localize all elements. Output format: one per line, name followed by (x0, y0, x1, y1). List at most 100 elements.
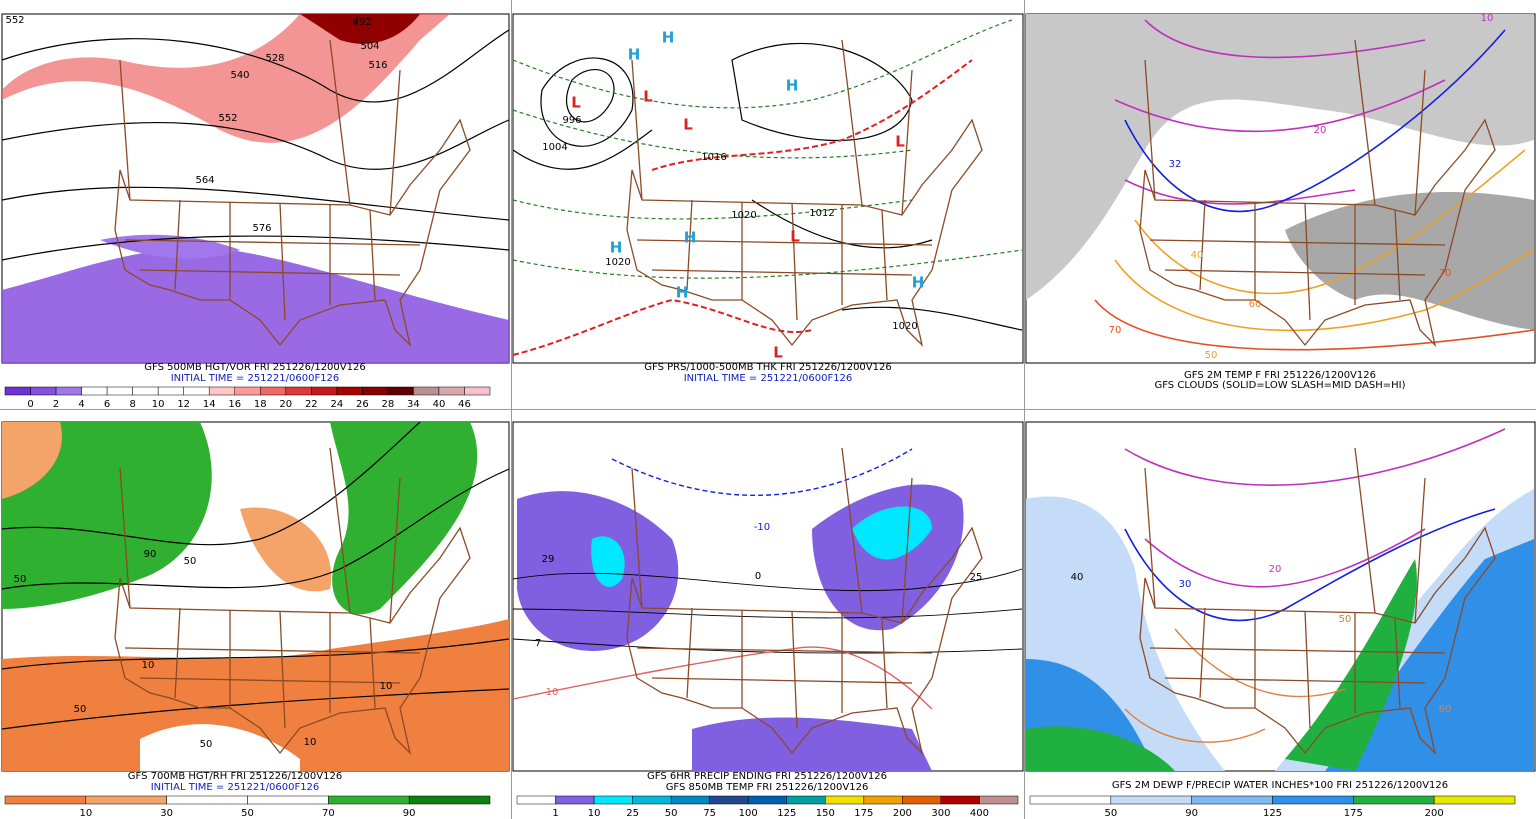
colorbar-label: 175 (1344, 808, 1363, 819)
colorbar-swatch (4, 386, 31, 396)
colorbar-label: 40 (433, 399, 446, 410)
map-label: 90 (144, 549, 157, 560)
colorbar-swatch (555, 795, 595, 805)
colorbar-swatch (1433, 795, 1516, 805)
colorbar-swatch (1191, 795, 1273, 805)
map-label: 528 (265, 53, 284, 64)
map-label: 20 (1314, 125, 1327, 136)
map-label: 996 (562, 115, 581, 126)
colorbar-swatch (106, 386, 133, 396)
map-label: 1004 (542, 142, 567, 153)
map-label: 1020 (892, 321, 917, 332)
caption: GFS 2M DEWP F/PRECIP WATER INCHES*100 FR… (1112, 780, 1448, 791)
map-label: 10 (380, 681, 393, 692)
colorbar-swatch (328, 795, 410, 805)
map-label: 1020 (605, 257, 630, 268)
colorbar-swatch (438, 386, 465, 396)
caption: GFS CLOUDS (SOLID=LOW SLASH=MID DASH=HI) (1154, 380, 1405, 391)
pressure-center: H (610, 239, 623, 257)
thickness (512, 59, 973, 356)
colorbar: 1 10 25 50 75 100 125 150 175 200 300 400 (516, 795, 1019, 819)
map-label: 50 (184, 556, 197, 567)
caption: GFS 500MB HGT/VOR FRI 251226/1200V126 (144, 362, 365, 373)
colorbar-swatch (362, 386, 389, 396)
colorbar-swatch (747, 795, 788, 805)
map-label: 50 (14, 574, 27, 585)
colorbar-swatch (1110, 795, 1192, 805)
pressure-center: H (912, 274, 925, 292)
map-label: 552 (5, 15, 24, 26)
colorbar-swatch (247, 795, 329, 805)
colorbar-label: 30 (160, 808, 173, 819)
cloud-cover (1026, 14, 1534, 300)
map-label: 60 (1249, 299, 1262, 310)
colorbar: 50 90 125 175 200 (1029, 795, 1516, 819)
colorbar-label: 50 (1104, 808, 1117, 819)
colorbar-label: 90 (403, 808, 416, 819)
map-label: 40 (1191, 250, 1204, 261)
map-frame (512, 13, 1024, 364)
colorbar: 10 30 50 70 90 (4, 795, 491, 819)
vorticity (2, 248, 509, 363)
colorbar-swatch (413, 386, 440, 396)
map-label: 50 (1205, 350, 1218, 361)
colorbar-label: 34 (407, 399, 420, 410)
map-label: 20 (1269, 564, 1282, 575)
isobar (540, 57, 634, 147)
caption: GFS 850MB TEMP FRI 251226/1200V126 (666, 782, 869, 793)
colorbar-label: 14 (203, 399, 216, 410)
caption: GFS 700MB HGT/RH FRI 251226/1200V126 (128, 771, 342, 782)
colorbar-label: 1 (552, 808, 558, 819)
colorbar-swatch (311, 386, 338, 396)
colorbar-label: 18 (254, 399, 267, 410)
colorbar-swatch (336, 386, 363, 396)
vorticity (300, 14, 420, 44)
contour (1, 29, 510, 261)
colorbar-label: 25 (626, 808, 639, 819)
humidity (2, 619, 509, 771)
map-label: 70 (1439, 268, 1452, 279)
map-label: 40 (1071, 572, 1084, 583)
map-label: 564 (195, 175, 214, 186)
map-label: 60 (1439, 704, 1452, 715)
pressure-center: H (676, 284, 689, 302)
colorbar-label: 6 (104, 399, 110, 410)
colorbar-swatch (464, 386, 491, 396)
colorbar-swatch (825, 795, 865, 805)
colorbar-label: 300 (931, 808, 950, 819)
colorbar-label: 100 (739, 808, 758, 819)
cloud-cover (1285, 191, 1534, 330)
colorbar-label: 4 (78, 399, 84, 410)
colorbar-swatch (940, 795, 980, 805)
panel: 29 -10 0 10 25 7 GFS 6HR PRECIP ENDING F… (512, 421, 1024, 819)
map-label: 10 (546, 687, 559, 698)
colorbar-label: 0 (27, 399, 33, 410)
colorbar-swatch (902, 795, 942, 805)
pressure-center: H (786, 77, 799, 95)
map-label: 0 (755, 571, 761, 582)
caption: INITIAL TIME = 251221/0600F126 (684, 373, 853, 384)
colorbar-label: 22 (305, 399, 318, 410)
pressure-center: L (643, 88, 653, 106)
colorbar-swatch (132, 386, 159, 396)
colorbar-swatch (593, 795, 633, 805)
colorbar-swatch (387, 386, 414, 396)
map-label: 10 (142, 660, 155, 671)
map-label: 7 (535, 638, 541, 649)
colorbar-label: 28 (382, 399, 395, 410)
pressure-center: L (895, 133, 905, 151)
caption: GFS PRS/1000-500MB THK FRI 251226/1200V1… (644, 362, 891, 373)
thickness (512, 19, 1023, 279)
colorbar-label: 46 (458, 399, 471, 410)
map-label: 50 (200, 739, 213, 750)
map-label: 50 (74, 704, 87, 715)
colorbar-swatch (1272, 795, 1354, 805)
colorbar-swatch (516, 795, 556, 805)
panel: 32 20 10 40 50 60 70 70 GFS 2M TEMP F FR… (1025, 13, 1536, 391)
humidity (2, 422, 332, 592)
colorbar-label: 125 (777, 808, 796, 819)
isotherm (1124, 29, 1506, 213)
panel: 50 90 50 10 10 50 10 50 GFS 700MB HGT/RH… (1, 421, 510, 819)
